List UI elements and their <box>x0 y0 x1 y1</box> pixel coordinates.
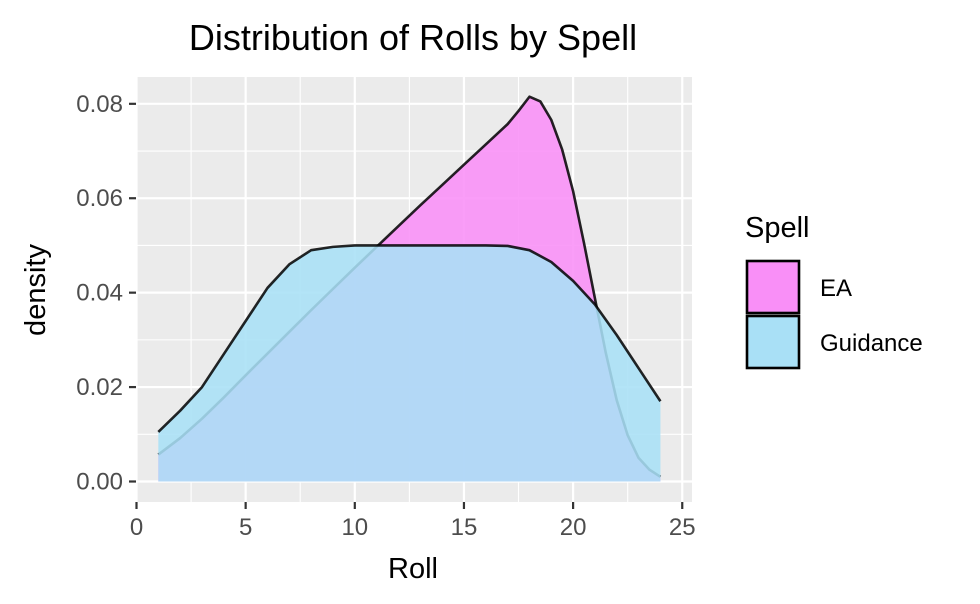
x-tick-label: 5 <box>239 514 252 541</box>
y-tick-label: 0.00 <box>76 469 123 496</box>
y-tick-label: 0.06 <box>76 185 123 212</box>
density-line-guidance <box>157 244 662 433</box>
y-tick-label: 0.08 <box>76 91 123 118</box>
x-tick-label: 25 <box>669 514 696 541</box>
density-areas <box>157 95 662 482</box>
x-tick-label: 15 <box>451 514 478 541</box>
x-tick-label: 20 <box>560 514 587 541</box>
x-tick-label: 0 <box>130 514 143 541</box>
legend-label-guidance: Guidance <box>820 330 923 357</box>
chart-title: Distribution of Rolls by Spell <box>189 17 637 58</box>
legend-key-ea <box>745 259 801 315</box>
legend: Spell EA Guidance <box>745 212 923 370</box>
y-tick-label: 0.04 <box>76 280 123 307</box>
x-axis-title: Roll <box>388 553 438 585</box>
y-axis: 0.00 0.02 0.04 0.06 0.08 <box>76 91 136 496</box>
x-axis: 0 5 10 15 20 25 <box>130 502 696 541</box>
y-tick-label: 0.02 <box>76 374 123 401</box>
y-axis-title: density <box>20 244 52 336</box>
legend-title: Spell <box>745 212 810 244</box>
density-area-guidance <box>158 245 661 482</box>
legend-label-ea: EA <box>820 275 852 302</box>
x-tick-label: 10 <box>341 514 368 541</box>
legend-key-guidance <box>745 314 801 370</box>
